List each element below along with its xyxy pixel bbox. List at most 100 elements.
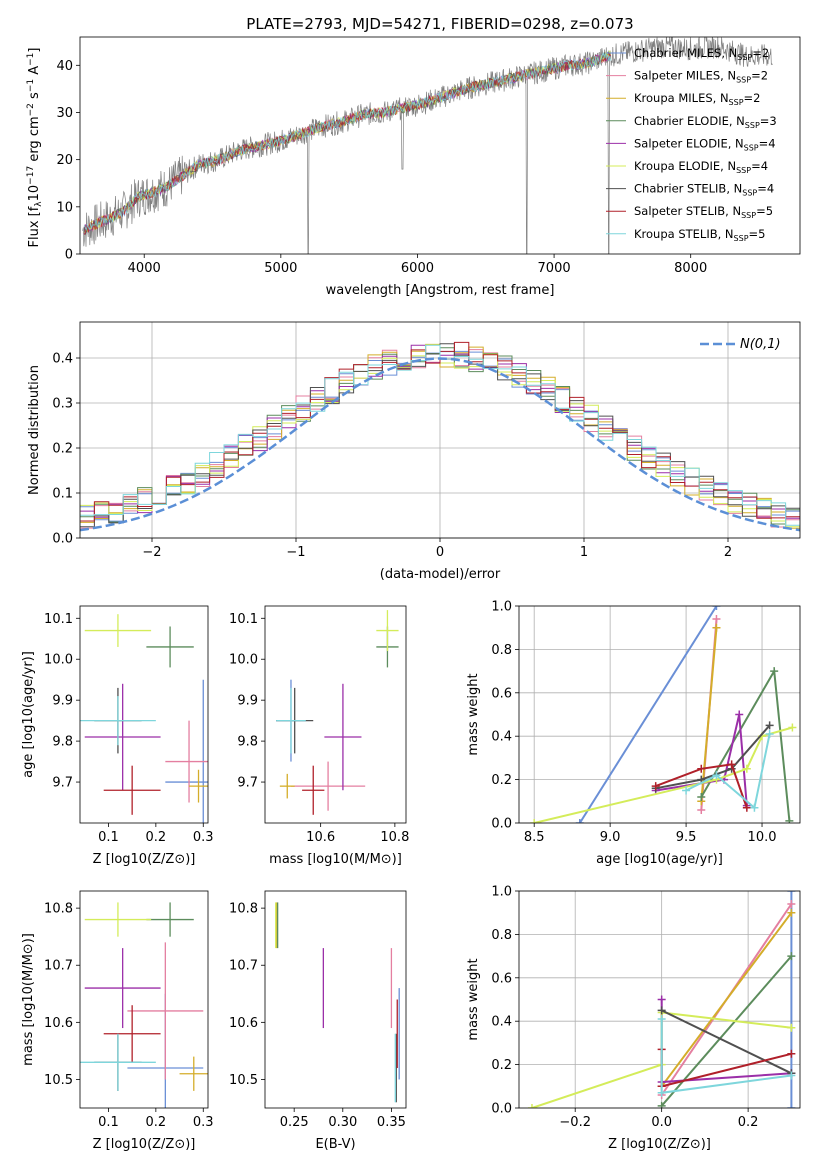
- mass_vs_Z-plot-area: [80, 902, 208, 1108]
- weight_vs_Z-ytick-label: 0.6: [491, 971, 512, 986]
- mass_vs_Z-ytick-label: 10.6: [44, 1016, 73, 1031]
- weight_vs_Z-marker-7-2: [787, 1049, 796, 1058]
- weight_vs_age-marker-3-0: [697, 792, 706, 801]
- residual-histogram-8: [80, 344, 800, 533]
- weight_vs_age-marker-6-3: [765, 721, 774, 730]
- age_vs_mass-plot-area: [276, 610, 399, 815]
- spectrum-ylabel-part: Flux [f: [27, 206, 42, 247]
- spectrum-frame: [79, 36, 801, 255]
- residuals-ylabel: Normed distribution: [27, 365, 42, 495]
- age_vs_Z-ytick-label: 10.0: [44, 653, 73, 668]
- spectrum-ylabel-part: 10: [27, 185, 42, 202]
- weight_vs_Z-ytick-label: 0.0: [491, 1102, 512, 1117]
- mass_vs_EBV-plot-area: [275, 902, 400, 1103]
- weight_vs_age-marker-5-2: [742, 764, 751, 773]
- weight_vs_age-frame: [518, 605, 801, 824]
- spectrum-xtick-label: 5000: [264, 261, 297, 276]
- weight_vs_Z-xtick-label: −0.2: [559, 1115, 591, 1130]
- spectrum-xlabel: wavelength [Angstrom, rest frame]: [326, 283, 555, 298]
- spectrum-model-line-3: [83, 49, 612, 233]
- age_vs_mass-ytick-label: 9.8: [237, 735, 258, 750]
- weight_vs_age-xtick-label: 8.5: [524, 830, 545, 845]
- weight_vs_Z-marker-3-1: [787, 952, 796, 961]
- weight_vs_age-marker-8-3: [765, 730, 774, 739]
- spectrum-ytick-label: 40: [56, 59, 73, 74]
- weight_vs_age-xtick-label: 9.5: [676, 830, 697, 845]
- weight_vs_age-xtick-label: 10.0: [748, 830, 777, 845]
- spectrum-ylabel-part: s: [27, 92, 42, 103]
- spectrum-plot-area: [82, 37, 773, 254]
- residuals-frame: [79, 321, 801, 539]
- weight_vs_Z-ytick-label: 1.0: [491, 885, 512, 900]
- legend-entry-4: Salpeter ELODIE, NSSP=4: [634, 136, 776, 152]
- mass_vs_EBV-xtick-label: 0.25: [280, 1115, 309, 1130]
- mass_vs_EBV-frame: [264, 890, 407, 1109]
- mass_vs_EBV-ytick-label: 10.8: [229, 902, 258, 917]
- weight_vs_Z-plot-area: [527, 891, 796, 1108]
- residuals-xtick-label: −1: [286, 545, 305, 560]
- gaussian-legend-label: N(0,1): [740, 337, 781, 352]
- legend-entry-3: Chabrier ELODIE, NSSP=3: [634, 114, 777, 130]
- legend-entry-7: Salpeter STELIB, NSSP=5: [634, 204, 773, 220]
- residuals-xtick-label: 1: [580, 545, 588, 560]
- weight_vs_Z-xtick-label: 0.2: [738, 1115, 759, 1130]
- mass_vs_Z-xlabel: Z [log10(Z/Z⊙)]: [93, 1137, 196, 1152]
- age_vs_mass-panel: 10.6 10.8 9.7 9.8 9.9 10.0 10.1: [229, 612, 409, 845]
- age_vs_Z-ylabel: age [log10(age/yr)]: [21, 651, 36, 778]
- weight_vs_age-marker-5-0: [530, 819, 539, 823]
- weight_vs_Z-xlabel: Z [log10(Z/Z⊙)]: [608, 1137, 711, 1152]
- weight_vs_Z-frame: [518, 890, 801, 1109]
- legend-entry-2: Kroupa MILES, NSSP=2: [634, 91, 760, 107]
- spectrum-ytick-label: 10: [56, 200, 73, 215]
- age_vs_Z-xtick-label: 0.1: [98, 830, 119, 845]
- mass_vs_Z-panel: 0.1 0.2 0.3 10.5 10.6 10.7 10.8: [44, 902, 214, 1130]
- mass_vs_Z-frame: [79, 890, 209, 1109]
- weight_vs_age-marker-7-2: [727, 760, 736, 769]
- spectrum-ylabel-part: −1: [26, 79, 36, 92]
- age_vs_Z-ytick-label: 9.9: [52, 694, 73, 709]
- weight_vs_age-marker-7-0: [651, 782, 660, 791]
- age_vs_Z-xtick-label: 0.2: [146, 830, 167, 845]
- weight_vs_Z-marker-2-1: [787, 908, 796, 917]
- age_vs_mass-ytick-label: 9.9: [237, 694, 258, 709]
- spectrum-panel: 4000 5000 6000 7000 8000 0 10 20 30 40: [56, 59, 707, 276]
- spectrum-ytick-label: 0: [65, 248, 73, 263]
- weight_vs_age-marker-8-2: [750, 803, 759, 812]
- residuals-plot-area: [80, 341, 800, 535]
- residuals-xtick-label: −2: [142, 545, 161, 560]
- weight_vs_age-series-8: [685, 733, 771, 810]
- weight_vs_Z-xtick-label: 0.0: [651, 1115, 672, 1130]
- weight_vs_Z-ytick-label: 0.4: [491, 1015, 512, 1030]
- weight_vs_Z-marker-3-0: [657, 1101, 666, 1108]
- mass_vs_EBV-ytick-label: 10.7: [229, 959, 258, 974]
- spectrum-model-line-0: [83, 51, 611, 233]
- weight_vs_age-series-0: [578, 606, 718, 823]
- mass_vs_Z-xtick-label: 0.3: [193, 1115, 214, 1130]
- weight_vs_age-marker-5-4: [788, 723, 797, 732]
- legend-entry-0: Chabrier MILES, NSSP=2: [634, 46, 769, 62]
- weight_vs_age-ylabel: mass weight: [466, 673, 481, 755]
- age_vs_mass-xtick-label: 10.6: [306, 830, 335, 845]
- weight_vs_Z-marker-1-1: [787, 900, 796, 909]
- weight_vs_Z-series-2: [660, 912, 793, 1087]
- age_vs_Z-ytick-label: 9.8: [52, 735, 73, 750]
- legend-entry-1: Salpeter MILES, NSSP=2: [634, 69, 768, 85]
- weight_vs_age-xtick-label: 9.0: [600, 830, 621, 845]
- weight_vs_age-marker-0-1: [712, 606, 721, 610]
- weight_vs_Z-marker-5-3: [787, 1023, 796, 1032]
- residuals-ytick-label: 0.2: [52, 442, 73, 457]
- weight_vs_age-marker-3-1: [770, 667, 779, 676]
- age_vs_mass-xtick-label: 10.8: [380, 830, 409, 845]
- spectrum-ylabel-part: A: [27, 66, 42, 79]
- weight_vs_age-ytick-label: 0.2: [491, 773, 512, 788]
- weight_vs_Z-marker-8-2: [787, 1071, 796, 1080]
- spectrum-xtick-label: 7000: [538, 261, 571, 276]
- age_vs_mass-ytick-label: 9.7: [237, 776, 258, 791]
- age_vs_Z-panel: 0.1 0.2 0.3 9.7 9.8 9.9 10.0 10.1: [44, 612, 214, 845]
- legend-entry-8: Kroupa STELIB, NSSP=5: [634, 227, 765, 243]
- legend-entry-6: Chabrier STELIB, NSSP=4: [634, 182, 774, 198]
- age_vs_Z-ytick-label: 9.7: [52, 776, 73, 791]
- residuals-xtick-label: 2: [724, 545, 732, 560]
- mass_vs_Z-ytick-label: 10.8: [44, 902, 73, 917]
- residuals-xtick-label: 0: [436, 545, 444, 560]
